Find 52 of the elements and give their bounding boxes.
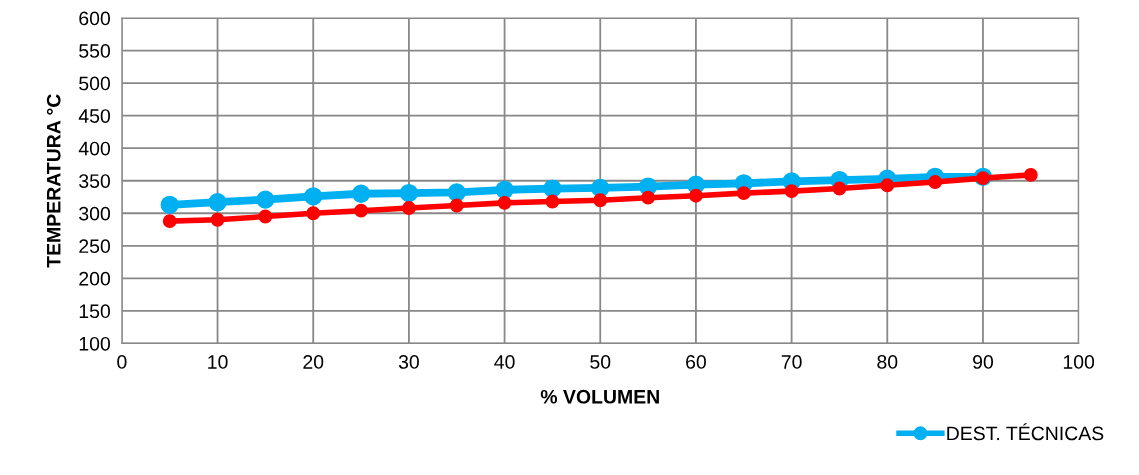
point [162, 214, 177, 229]
legend-label: DEST. TÉCNICAS [947, 423, 1104, 441]
point [641, 190, 656, 205]
point [736, 186, 751, 201]
point [928, 175, 943, 189]
point [784, 184, 799, 199]
x-tick-label: 30 [398, 355, 419, 369]
point [880, 178, 895, 193]
point [304, 187, 323, 206]
point [258, 209, 273, 224]
y-tick-label: 450 [78, 109, 110, 123]
point [447, 183, 466, 202]
y-tick-label: 300 [79, 206, 110, 221]
y-tick-label: 500 [79, 76, 110, 91]
x-tick-label: 20 [303, 355, 324, 369]
point [160, 195, 179, 214]
x-tick-label: 90 [973, 355, 994, 369]
y-tick-label: 200 [79, 271, 110, 286]
point [1023, 167, 1038, 182]
x-tick-label: 0 [117, 355, 127, 369]
point [401, 201, 416, 216]
y-tick-label: 400 [78, 141, 110, 156]
point [208, 193, 227, 212]
point [688, 188, 703, 203]
x-tick-label: 10 [208, 355, 228, 369]
point [354, 203, 369, 218]
x-tick-label: 70 [781, 355, 802, 369]
y-tick-label: 550 [79, 44, 110, 58]
point [449, 198, 464, 213]
x-tick-label: 80 [877, 355, 898, 369]
point [210, 212, 225, 227]
point [256, 190, 275, 209]
y-tick-label: 250 [79, 239, 110, 254]
x-tick-label: 40 [494, 355, 515, 369]
x-axis-title: % VOLUMEN [540, 389, 659, 404]
point [497, 195, 512, 210]
x-tick-label: 60 [686, 355, 706, 369]
point [306, 206, 321, 221]
point [351, 184, 371, 203]
y-tick-label: 600 [79, 11, 110, 26]
point [545, 194, 560, 209]
point [399, 183, 419, 203]
point [543, 179, 562, 198]
point [495, 180, 514, 200]
y-tick-label: 100 [79, 336, 110, 351]
x-tick-label: 100 [1063, 355, 1095, 369]
y-axis-title: TEMPERATURA °C [46, 94, 61, 268]
x-tick-label: 50 [590, 355, 611, 369]
point [593, 193, 608, 208]
y-tick-label: 150 [79, 304, 110, 319]
y-tick-label: 350 [79, 174, 110, 188]
point [832, 181, 847, 196]
